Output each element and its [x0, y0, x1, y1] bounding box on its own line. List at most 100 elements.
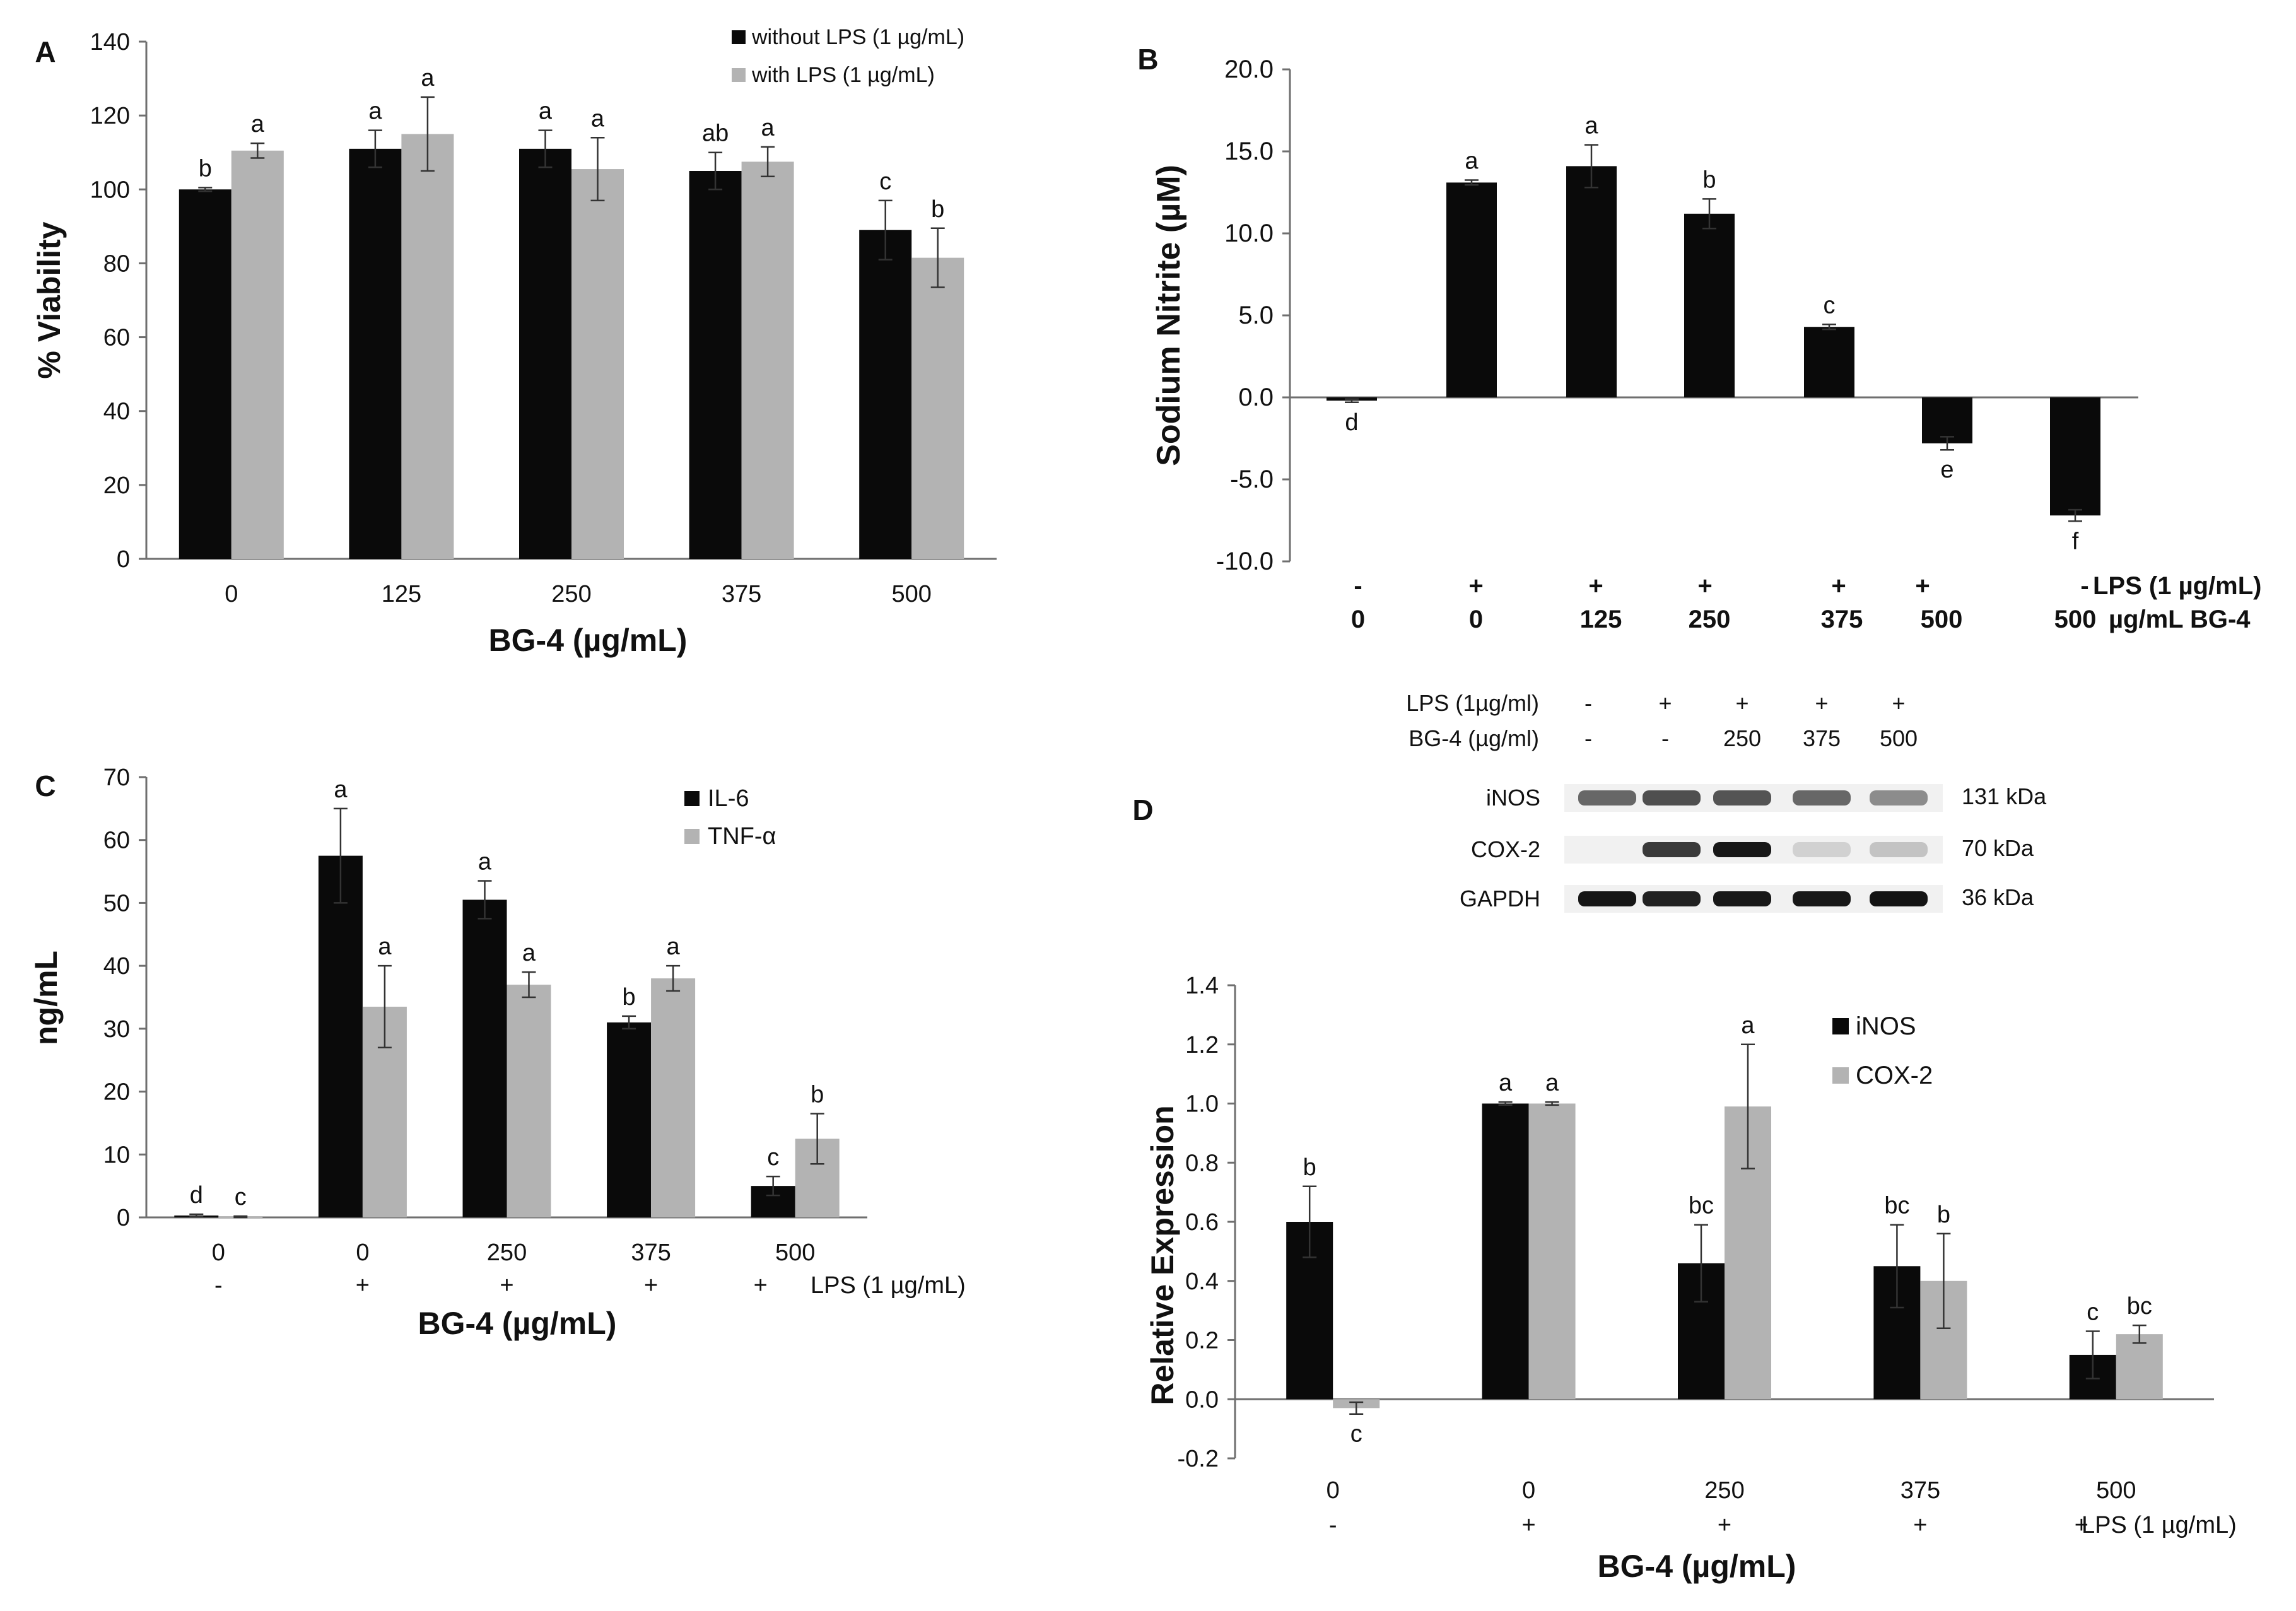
- lps-sign: +: [1697, 572, 1712, 600]
- y-tick-label: 70: [103, 764, 130, 791]
- x-tick-label: 250: [1704, 1477, 1744, 1504]
- chart-panel-d: -0.2 0.0 0.2 0.4 0.6 0.8 1.0 1.2 1.4 b a bc bc c c a a b b…: [1132, 794, 2236, 1584]
- legend-swatch: [732, 30, 746, 44]
- y-tick-label: 20: [103, 1079, 130, 1106]
- x-axis-title: BG-4 (µg/mL): [489, 623, 688, 658]
- bar: [179, 189, 231, 559]
- legend-swatch: [1832, 1018, 1849, 1034]
- significance-letter: a: [1465, 148, 1479, 175]
- bar: [462, 899, 507, 1217]
- significance-letter: a: [761, 115, 775, 141]
- y-tick-label: 1.0: [1185, 1091, 1219, 1118]
- wb-bg4-value: 375: [1803, 725, 1841, 751]
- panel-letter: B: [1137, 43, 1158, 76]
- significance-letter: a: [478, 849, 492, 876]
- bar: [1566, 166, 1617, 397]
- wb-bg4-value: 500: [1880, 725, 1918, 751]
- wb-band: [1578, 891, 1636, 906]
- bar: [519, 148, 571, 559]
- bar: [2116, 1334, 2163, 1400]
- bar: [571, 169, 624, 559]
- legend-swatch: [732, 68, 746, 82]
- y-tick-label: 10.0: [1224, 220, 1274, 247]
- y-tick-label: -10.0: [1216, 548, 1274, 575]
- wb-lps-sign: +: [1892, 690, 1905, 716]
- significance-letter: a: [378, 934, 392, 960]
- significance-letter: a: [421, 65, 435, 91]
- y-tick-label: 20: [103, 472, 130, 499]
- significance-letter: c: [235, 1184, 247, 1210]
- bar: [1446, 182, 1497, 397]
- row-label-lps: LPS (1 µg/mL): [2093, 572, 2262, 600]
- x-tick-label: 500: [1921, 606, 1963, 633]
- wb-band: [1793, 842, 1851, 857]
- x-tick-label: 0: [1327, 1477, 1340, 1504]
- y-axis-title: Relative Expression: [1145, 1105, 1180, 1405]
- y-axis-title: Sodium Nitrite (µM): [1151, 165, 1187, 466]
- y-tick-label: 80: [103, 250, 130, 277]
- legend-label: COX-2: [1856, 1062, 1933, 1089]
- significance-letter: c: [1824, 292, 1836, 319]
- bar: [2050, 397, 2100, 516]
- significance-letter: b: [1702, 167, 1716, 193]
- bar: [859, 230, 912, 559]
- chart-panel-c: 0 10 20 30 40 50 60 70 d a a b c c a a a b 0 0 250 375 500 - + + +…: [28, 764, 966, 1341]
- wb-size-label: 70 kDa: [1962, 835, 2034, 861]
- x-tick-label: 500: [775, 1239, 815, 1266]
- significance-letter: c: [767, 1144, 779, 1171]
- y-tick-label: 1.2: [1185, 1032, 1219, 1058]
- bar: [1804, 327, 1854, 397]
- wb-band: [1578, 790, 1636, 805]
- wb-band: [1870, 790, 1928, 805]
- wb-bg4-value: 250: [1723, 725, 1761, 751]
- bar: [1482, 1103, 1529, 1400]
- y-tick-label: 0.6: [1185, 1209, 1219, 1236]
- wb-band: [1713, 842, 1771, 857]
- wb-protein-label: COX-2: [1471, 836, 1540, 862]
- significance-letter: a: [251, 111, 265, 138]
- x-tick-label: 0: [212, 1239, 225, 1266]
- lps-sign: +: [754, 1272, 768, 1299]
- lps-sign: +: [500, 1272, 513, 1299]
- significance-letter: a: [591, 105, 605, 132]
- wb-band: [1870, 891, 1928, 906]
- bar: [1528, 1103, 1576, 1400]
- wb-lps-sign: +: [1815, 690, 1828, 716]
- panel-letter: C: [35, 770, 56, 802]
- x-tick-label: 500: [2054, 606, 2097, 633]
- lps-label: LPS (1 µg/mL): [811, 1272, 966, 1299]
- significance-letter: b: [1303, 1154, 1316, 1181]
- significance-letter: b: [623, 984, 636, 1011]
- panel-letter: A: [35, 35, 56, 68]
- bar: [911, 257, 964, 559]
- y-tick-label: 0.8: [1185, 1150, 1219, 1176]
- significance-letter: a: [539, 98, 553, 125]
- legend-label: with LPS (1 µg/mL): [751, 63, 935, 87]
- x-tick-label: 250: [487, 1239, 527, 1266]
- y-tick-label: 1.4: [1185, 973, 1219, 999]
- significance-letter: b: [199, 155, 212, 182]
- wb-band: [1643, 790, 1701, 805]
- y-tick-label: -0.2: [1178, 1446, 1219, 1472]
- significance-letter: e: [1940, 457, 1953, 483]
- wb-bg4-value: -: [1584, 725, 1592, 751]
- wb-lps-sign: -: [1584, 690, 1592, 716]
- significance-letter: a: [1584, 113, 1598, 139]
- bar: [741, 161, 794, 559]
- significance-letter: f: [2072, 528, 2079, 554]
- x-tick-label: 250: [551, 581, 591, 607]
- row-label-bg4: µg/mL BG-4: [2109, 606, 2251, 633]
- significance-letter: a: [522, 940, 536, 966]
- bar: [231, 150, 284, 559]
- y-tick-label: 0: [117, 1205, 130, 1231]
- y-tick-label: 60: [103, 828, 130, 854]
- wb-lps-sign: +: [1658, 690, 1672, 716]
- y-tick-label: 50: [103, 890, 130, 917]
- x-tick-label: 500: [2096, 1477, 2136, 1504]
- lps-sign: -: [2080, 572, 2088, 600]
- x-tick-label: 375: [1901, 1477, 1940, 1504]
- x-tick-label: 250: [1689, 606, 1731, 633]
- lps-sign: +: [1588, 572, 1603, 600]
